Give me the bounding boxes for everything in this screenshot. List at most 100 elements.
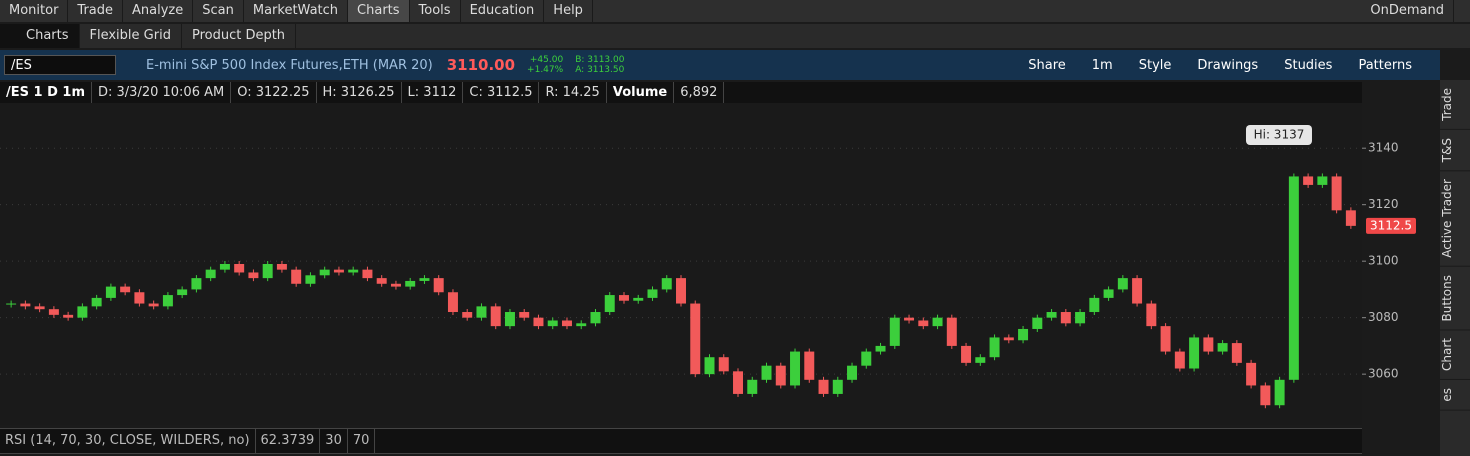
candle bbox=[547, 320, 558, 327]
candle bbox=[162, 295, 173, 307]
candle bbox=[661, 278, 672, 290]
candle bbox=[177, 289, 188, 296]
candle bbox=[1117, 278, 1128, 290]
candle bbox=[904, 317, 915, 321]
candle bbox=[1317, 176, 1328, 185]
toolbar-button[interactable]: Studies bbox=[1284, 57, 1333, 73]
sidebar-tab[interactable]: Chart bbox=[1440, 330, 1470, 381]
info-item: L: 3112 bbox=[402, 82, 464, 103]
info-item: C: 3112.5 bbox=[463, 82, 540, 103]
menu-item[interactable]: Trade bbox=[68, 0, 124, 22]
y-tick-label: 3100 bbox=[1368, 254, 1399, 268]
candle bbox=[561, 320, 572, 327]
sidebar-tab[interactable]: Buttons bbox=[1440, 266, 1470, 331]
candle bbox=[1260, 385, 1271, 406]
candle bbox=[305, 275, 316, 284]
last-price-bg bbox=[1366, 217, 1416, 234]
candle bbox=[932, 317, 943, 327]
sidebar-tab[interactable]: Trade bbox=[1440, 80, 1470, 130]
toolbar-buttons: Share 1m Style Drawings Studies Patterns bbox=[1028, 58, 1412, 73]
candle bbox=[633, 297, 644, 301]
plot-bg bbox=[0, 103, 1362, 425]
info-item: H: 3126.25 bbox=[317, 82, 402, 103]
candle bbox=[248, 272, 259, 279]
chart: 3060 3080 3100 3120 3140 3112.5 Hi: 3137 bbox=[0, 103, 1416, 425]
candle bbox=[447, 292, 458, 313]
candle bbox=[1032, 317, 1043, 329]
candle bbox=[120, 286, 131, 293]
menu-item[interactable]: Monitor bbox=[0, 0, 69, 22]
menu-item[interactable]: Scan bbox=[193, 0, 244, 22]
candle bbox=[647, 289, 658, 298]
candle bbox=[590, 312, 601, 324]
candle bbox=[690, 303, 701, 375]
info-item: R: 14.25 bbox=[539, 82, 607, 103]
candle bbox=[1274, 379, 1285, 406]
candle bbox=[1003, 337, 1014, 341]
ondemand[interactable]: OnDemand bbox=[1361, 0, 1454, 22]
candle bbox=[1046, 312, 1057, 318]
info-bar: /ES 1 D 1m D: 3/3/20 10:06 AM O: 3122.25 H:… bbox=[0, 82, 1362, 103]
candle bbox=[989, 337, 1000, 358]
tab[interactable]: Product Depth bbox=[182, 24, 297, 48]
candle bbox=[704, 357, 715, 375]
candle bbox=[348, 269, 359, 273]
info-item: D: 3/3/20 10:06 AM bbox=[92, 82, 232, 103]
candle bbox=[219, 264, 230, 270]
candle bbox=[148, 303, 159, 307]
menu-item[interactable]: Education bbox=[461, 0, 545, 22]
candle bbox=[1303, 176, 1314, 185]
toolbar-button[interactable]: Drawings bbox=[1197, 57, 1259, 73]
tab[interactable]: Charts bbox=[0, 24, 80, 48]
symbol-toolbar: /ES E-mini S&P 500 Index Futures,ETH (MA… bbox=[0, 50, 1440, 80]
tab-bar: Charts Flexible Grid Product Depth bbox=[0, 24, 1470, 48]
y-tick-label: 3080 bbox=[1368, 310, 1399, 324]
sidebar-tab[interactable]: Active Trader bbox=[1440, 171, 1470, 267]
candle bbox=[1160, 326, 1171, 352]
last-price-label: 3112.5 bbox=[1370, 218, 1412, 232]
candle bbox=[1146, 303, 1157, 327]
toolbar-button[interactable]: Share bbox=[1028, 57, 1066, 73]
menu-item[interactable]: MarketWatch bbox=[244, 0, 349, 22]
candle bbox=[48, 309, 59, 315]
rsi-bar: RSI (14, 70, 30, CLOSE, WILDERS, no) 62.3… bbox=[0, 428, 1362, 454]
candle bbox=[234, 264, 245, 273]
menu-item[interactable]: Analyze bbox=[123, 0, 194, 22]
candle bbox=[889, 317, 900, 346]
change: +45.00 +1.47% bbox=[527, 55, 563, 75]
candle bbox=[333, 269, 344, 273]
rsi-value: 62.3739 bbox=[256, 429, 321, 453]
sidebar-tab[interactable]: T&S bbox=[1440, 129, 1470, 172]
menu-item[interactable]: Charts bbox=[348, 0, 410, 22]
candle bbox=[476, 306, 487, 318]
candle bbox=[1089, 297, 1100, 313]
candle bbox=[747, 379, 758, 394]
candle bbox=[1018, 328, 1029, 341]
candle bbox=[733, 371, 743, 394]
toolbar-button[interactable]: 1m bbox=[1091, 57, 1113, 73]
rsi-label: RSI (14, 70, 30, CLOSE, WILDERS, no) bbox=[0, 429, 256, 453]
candle bbox=[504, 312, 515, 327]
candle bbox=[105, 286, 116, 298]
candle bbox=[804, 351, 815, 380]
menu-item[interactable]: Tools bbox=[410, 0, 461, 22]
candle bbox=[1331, 176, 1342, 211]
candle bbox=[390, 283, 401, 287]
candle bbox=[718, 357, 729, 372]
toolbar-button[interactable]: Style bbox=[1138, 57, 1172, 73]
candle bbox=[91, 297, 102, 307]
sidebar: Trade T&S Active Trader Buttons Chart es bbox=[1440, 80, 1470, 456]
tab[interactable]: Flexible Grid bbox=[80, 24, 182, 48]
candle bbox=[975, 357, 986, 363]
menu-item[interactable]: Help bbox=[544, 0, 593, 22]
toolbar-button[interactable]: Patterns bbox=[1358, 57, 1412, 73]
y-tick-label: 3120 bbox=[1368, 197, 1399, 211]
candle bbox=[419, 278, 430, 281]
volume-value: 6,892 bbox=[674, 82, 725, 103]
sidebar-tab[interactable]: es bbox=[1440, 380, 1470, 411]
candle bbox=[1075, 312, 1086, 324]
ask: A: 3113.50 bbox=[575, 65, 625, 75]
symbol-input[interactable]: /ES bbox=[4, 55, 116, 75]
candle bbox=[1189, 337, 1200, 369]
